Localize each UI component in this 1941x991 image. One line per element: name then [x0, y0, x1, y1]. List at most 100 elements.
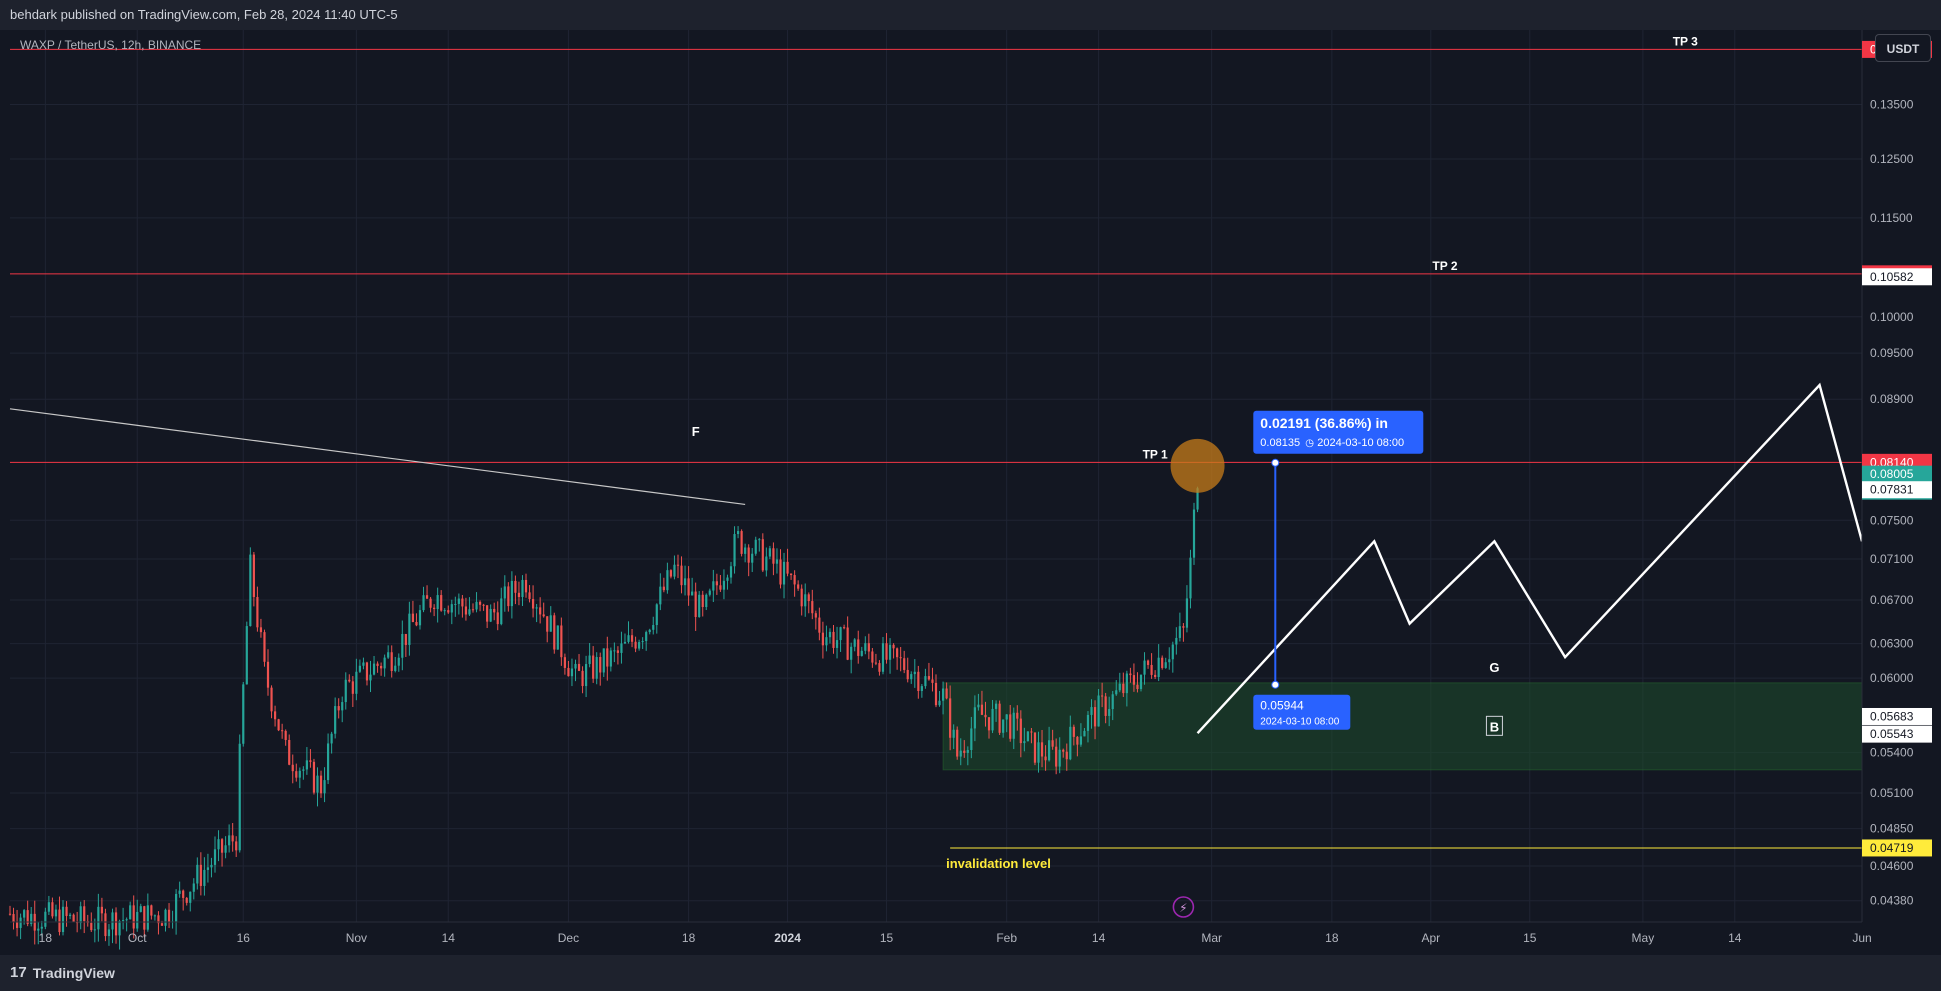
candle-body	[602, 648, 605, 673]
candle-body	[613, 650, 616, 652]
candle-body	[719, 585, 722, 590]
x-tick-label: Oct	[128, 931, 147, 945]
currency-button[interactable]: USDT	[1875, 34, 1931, 62]
candle-body	[1164, 662, 1167, 668]
candles	[8, 486, 1199, 950]
candle-body	[464, 606, 468, 615]
candle-body	[517, 592, 521, 598]
candle-body	[1051, 740, 1054, 747]
candle-body	[447, 610, 450, 613]
candle-body	[715, 581, 718, 586]
candle-body	[528, 592, 531, 600]
trendline	[9, 408, 746, 506]
candle-body	[295, 771, 298, 778]
candle-body	[1093, 707, 1097, 727]
candle-body	[1058, 749, 1061, 767]
candle-body	[652, 625, 655, 630]
candle-body	[694, 591, 697, 617]
candle-body	[461, 598, 464, 607]
candle-body	[30, 913, 33, 924]
candle-body	[1139, 674, 1143, 690]
candle-body	[408, 613, 411, 645]
y-tick-label: 0.10000	[1870, 310, 1914, 324]
candle-body	[514, 580, 517, 593]
candle-body	[683, 578, 687, 586]
measure-bottom-date: 2024-03-10 08:00	[1260, 717, 1339, 728]
candle-body	[549, 615, 552, 632]
y-tick-label: 0.07500	[1870, 513, 1914, 527]
price-tag	[1862, 725, 1932, 743]
candle-body	[136, 911, 139, 929]
candle-body	[309, 760, 312, 762]
highlight-circle	[1170, 438, 1225, 493]
candle-body	[768, 548, 771, 557]
candle-body	[655, 604, 658, 626]
candle-body	[160, 923, 164, 926]
candle-body	[1189, 557, 1192, 599]
candle-body	[139, 906, 142, 912]
candle-body	[443, 610, 446, 612]
candle-body	[61, 906, 65, 933]
y-tick-label: 0.09500	[1870, 346, 1914, 360]
candle-body	[878, 663, 881, 672]
candle-body	[917, 671, 920, 691]
tradingview-logo[interactable]: 17 TradingView	[10, 964, 115, 981]
candle-body	[1019, 718, 1022, 744]
candle-body	[687, 578, 690, 596]
projection-path	[1196, 382, 1864, 735]
candle-body	[850, 646, 853, 660]
candle-body	[468, 609, 471, 615]
candle-body	[1062, 749, 1065, 752]
candle-body	[807, 594, 810, 602]
candle-body	[44, 911, 47, 927]
measure-top-box	[1253, 410, 1424, 454]
candle-body	[415, 621, 418, 626]
candle-body	[1150, 664, 1153, 675]
candle-body	[167, 909, 171, 923]
x-tick-label: Jun	[1852, 931, 1871, 945]
candle-body	[376, 663, 379, 666]
candle-body	[736, 531, 740, 535]
candle-body	[949, 698, 952, 738]
candle-body	[733, 534, 736, 567]
x-tick-label: 16	[237, 931, 251, 945]
candle-body	[539, 607, 542, 615]
demand-zone	[942, 682, 1863, 771]
candle-body	[1023, 741, 1026, 744]
x-tick-label: May	[1632, 931, 1655, 945]
candle-body	[68, 914, 72, 916]
candle-body	[429, 598, 432, 608]
candle-body	[1097, 695, 1100, 727]
candle-body	[546, 616, 549, 632]
candle-body	[1016, 712, 1019, 719]
candle-body	[26, 910, 29, 924]
candle-body	[535, 607, 538, 609]
candle-body	[722, 580, 726, 590]
candle-body	[37, 928, 40, 931]
candle-body	[503, 586, 506, 599]
candle-body	[1168, 659, 1171, 663]
candle-body	[228, 835, 231, 846]
price-chart[interactable]: B TP 3 TP 2 TP 1 invalidation level F G 0.02191…	[0, 30, 1941, 956]
candle-body	[825, 637, 828, 646]
candle-body	[351, 681, 354, 694]
candle-body	[40, 926, 43, 929]
tradingview-mark-icon: 17	[10, 964, 27, 981]
candle-body	[97, 906, 100, 930]
candle-body	[1040, 742, 1044, 757]
candle-body	[1101, 695, 1104, 697]
y-tick-label: 0.06700	[1870, 593, 1914, 607]
x-tick-label: 2024	[774, 931, 801, 945]
candle-body	[747, 547, 750, 563]
x-tick-label: Dec	[558, 931, 579, 945]
candle-body	[1033, 732, 1037, 763]
candle-body	[277, 719, 280, 731]
candle-body	[1055, 746, 1058, 767]
candle-body	[493, 608, 496, 613]
measure-top-label: 0.02191 (36.86%) in 0.08135 ◷ 2024-03-10 08…	[1253, 410, 1424, 454]
candle-body	[595, 657, 598, 679]
candle-body	[761, 539, 764, 571]
candle-body	[835, 640, 839, 648]
price-tag	[1862, 707, 1932, 725]
x-tick-label: 18	[682, 931, 696, 945]
